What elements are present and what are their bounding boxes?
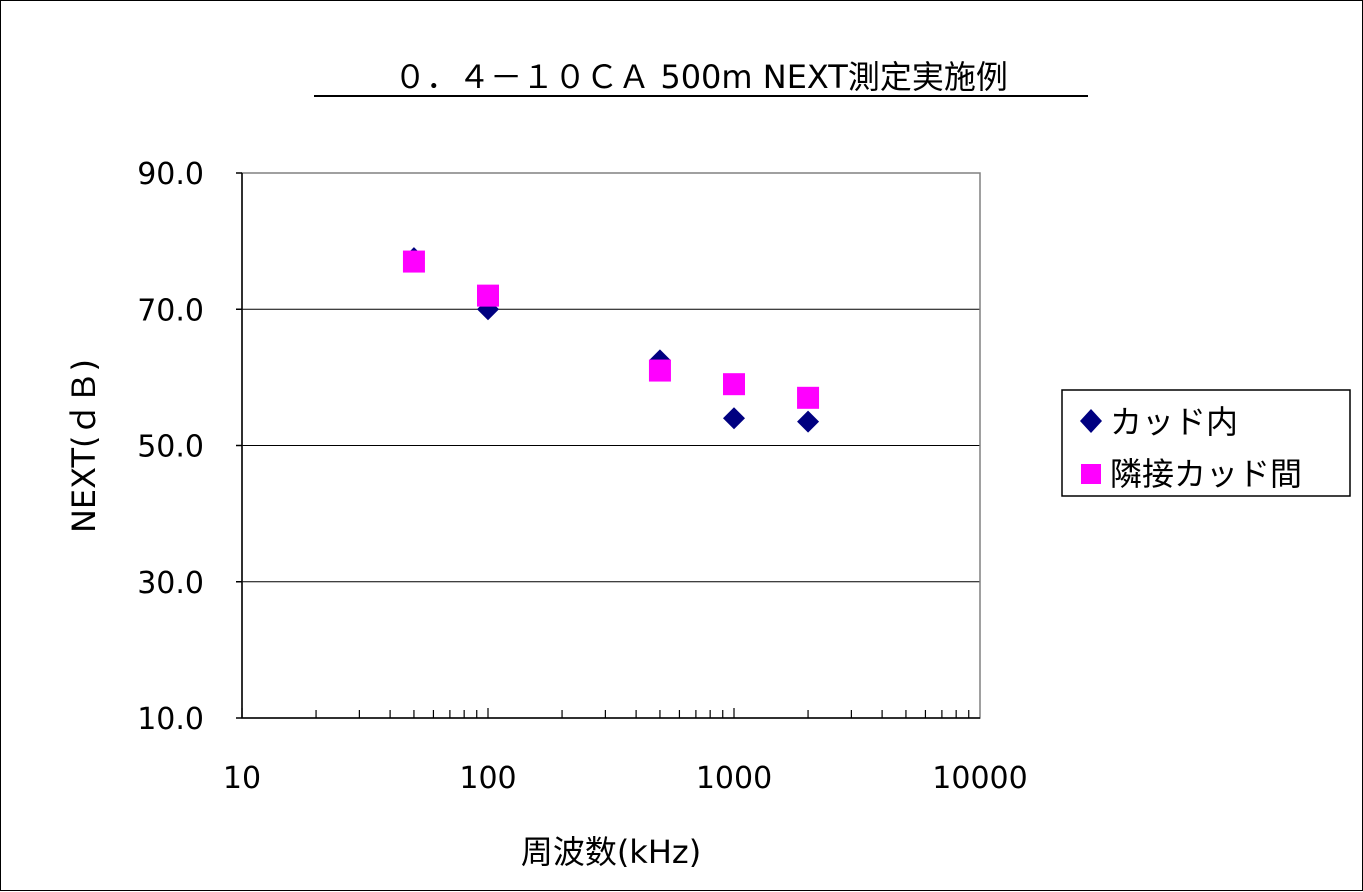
grid-lines	[242, 308, 980, 583]
data-point-series-1	[797, 410, 820, 433]
legend-label-series-2: 隣接カッド間	[1110, 455, 1302, 493]
y-tick-label: 10.0	[137, 702, 204, 737]
legend: カッド内 隣接カッド間	[1061, 389, 1351, 497]
data-point-series-2	[648, 359, 671, 382]
data-point-series-2	[797, 386, 820, 409]
data-point-series-1	[723, 407, 745, 430]
ticks: 10.0 30.0 50.0 70.0 90.0 10 100 1000 10000	[137, 157, 1028, 796]
x-axis-title: 周波数(kHz)	[521, 833, 701, 871]
legend-box	[1061, 389, 1351, 497]
y-tick-label: 70.0	[137, 293, 204, 328]
legend-square-icon	[1081, 464, 1101, 484]
y-tick-label: 30.0	[137, 566, 204, 601]
x-tick-label: 1000	[696, 761, 772, 796]
legend-label-series-1: カッド内	[1110, 403, 1238, 441]
y-tick-label: 90.0	[137, 157, 204, 192]
x-tick-label: 10	[223, 761, 261, 796]
legend-diamond-icon	[1080, 409, 1102, 433]
x-tick-label: 10000	[932, 761, 1027, 796]
y-axis-title: NEXT(ｄＢ)	[65, 359, 103, 533]
data-point-series-2	[477, 284, 499, 307]
data-point-series-2	[402, 250, 425, 273]
x-tick-label: 100	[459, 761, 516, 796]
y-tick-label: 50.0	[137, 430, 204, 465]
data-point-series-2	[723, 373, 745, 396]
chart-title: ０．４－１０ＣＡ 500m NEXT測定実施例	[394, 58, 1008, 96]
data-marks	[402, 247, 820, 433]
